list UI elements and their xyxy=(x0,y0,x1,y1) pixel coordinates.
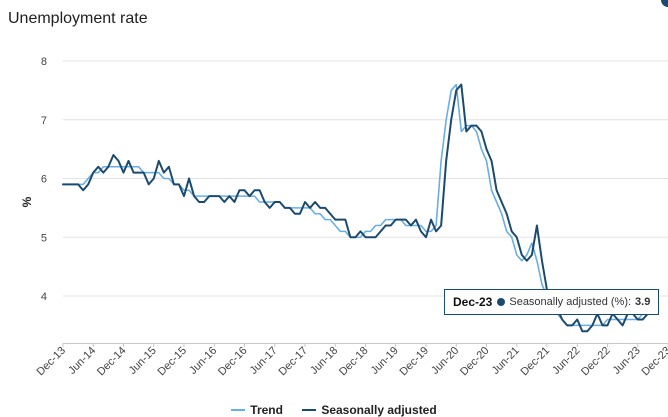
x-tick-label: Dec-22 xyxy=(579,345,613,379)
y-tick-label: 8 xyxy=(41,56,47,68)
x-tick-label: Dec-13 xyxy=(35,345,69,379)
y-tick-label: 4 xyxy=(41,291,47,303)
x-tick-label: Jun-22 xyxy=(550,345,582,377)
legend: Trend Seasonally adjusted xyxy=(0,400,668,417)
x-tick-label: Jun-18 xyxy=(308,345,340,377)
x-tick-label: Dec-19 xyxy=(398,345,432,379)
tooltip: Dec-23 Seasonally adjusted (%): 3.9 xyxy=(444,289,660,315)
legend-label-seasonally-adjusted: Seasonally adjusted xyxy=(321,403,437,417)
x-tick-label: Jun-21 xyxy=(490,345,522,377)
x-tick-label: Jun-23 xyxy=(611,345,643,377)
x-tick-label: Jun-17 xyxy=(248,345,280,377)
y-axis-ticks: 4 5 6 7 8 xyxy=(41,56,47,303)
x-tick-label: Jun-19 xyxy=(369,345,401,377)
x-tick-label: Jun-16 xyxy=(187,345,219,377)
x-tick-label: Dec-16 xyxy=(216,345,250,379)
tooltip-series-dot-icon xyxy=(497,298,506,306)
x-tick-label: Jun-14 xyxy=(66,345,98,377)
x-tick-label: Dec-18 xyxy=(337,345,371,379)
x-axis-ticks: Dec-13Jun-14Dec-14Jun-15Dec-15Jun-16Dec-… xyxy=(35,343,668,378)
y-axis-label: % xyxy=(20,196,34,207)
x-tick-label: Dec-21 xyxy=(519,345,553,379)
legend-item-seasonally-adjusted[interactable]: Seasonally adjusted xyxy=(302,403,437,417)
tooltip-date: Dec-23 xyxy=(453,295,493,309)
y-tick-label: 5 xyxy=(41,232,47,244)
hover-marker xyxy=(659,0,668,9)
x-tick-label: Jun-15 xyxy=(127,345,159,377)
legend-swatch-trend-icon xyxy=(231,409,246,411)
legend-label-trend: Trend xyxy=(250,403,283,417)
x-tick-label: Dec-20 xyxy=(458,345,492,379)
legend-swatch-seasonally-adjusted-icon xyxy=(302,409,317,411)
x-tick-label: Dec-23 xyxy=(640,345,668,379)
x-tick-label: Dec-17 xyxy=(277,345,311,379)
x-tick-label: Dec-15 xyxy=(156,345,190,379)
x-tick-label: Dec-14 xyxy=(95,345,129,379)
chart-title: Unemployment rate xyxy=(8,10,148,27)
x-tick-label: Jun-20 xyxy=(429,345,461,377)
hover-point[interactable] xyxy=(659,0,668,9)
y-tick-label: 6 xyxy=(41,174,47,186)
series-line-trend[interactable] xyxy=(62,83,659,327)
tooltip-label: Seasonally adjusted (%): xyxy=(509,296,632,308)
y-tick-label: 7 xyxy=(41,115,47,127)
tooltip-value: 3.9 xyxy=(635,296,651,308)
legend-item-trend[interactable]: Trend xyxy=(231,403,283,417)
